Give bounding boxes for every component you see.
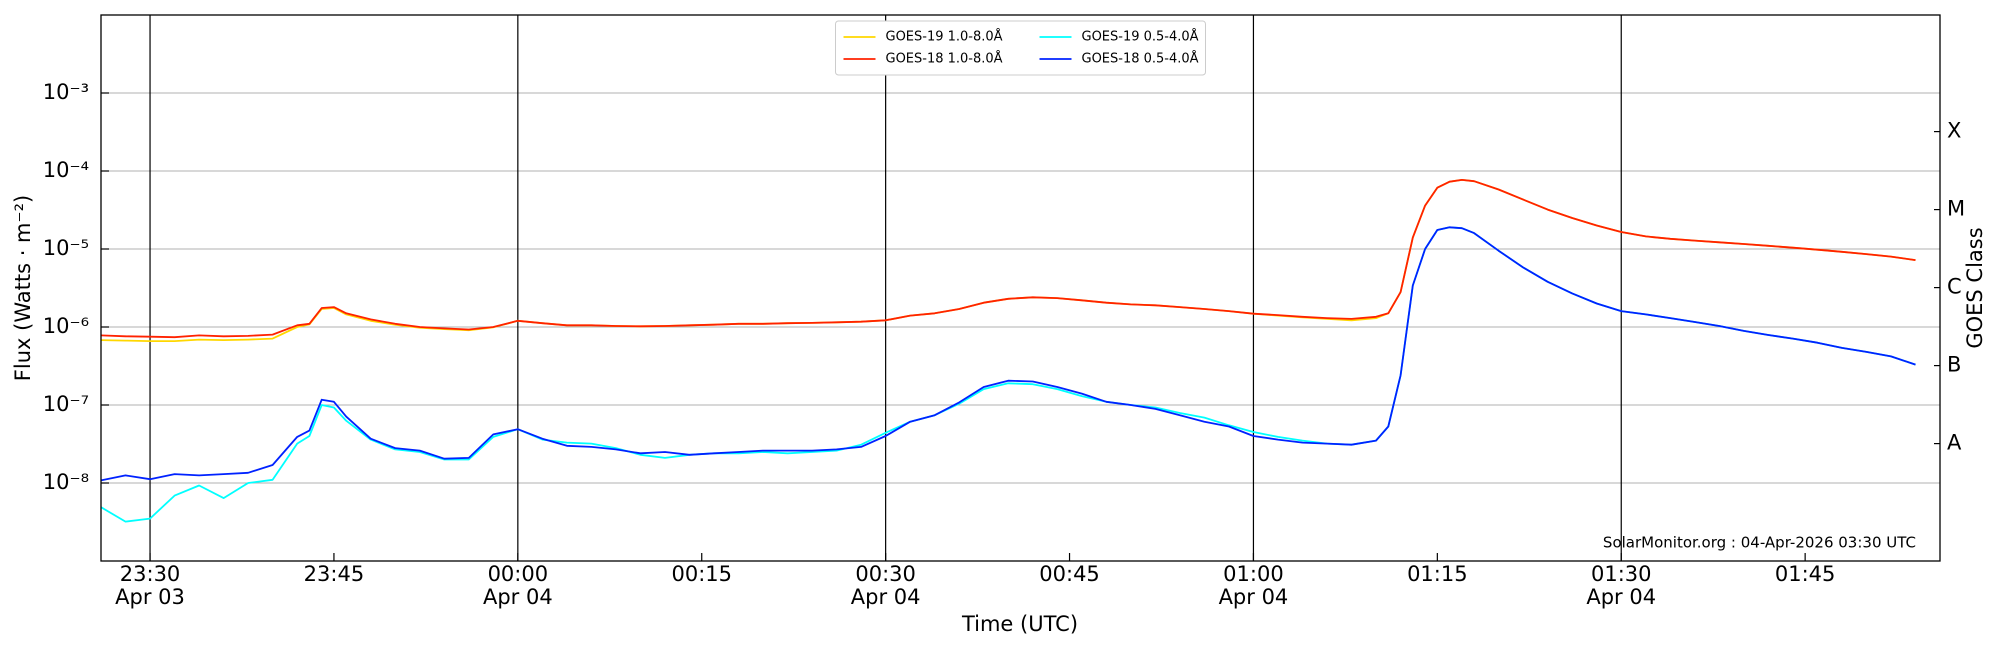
x-tick-label: 00:30 Apr 04 <box>851 562 921 609</box>
x-tick-label: 00:45 <box>1039 562 1100 586</box>
x-tick-label-line: 23:30 <box>120 562 181 586</box>
x-tick-label-line: 23:45 <box>304 562 365 586</box>
y-tick-label: 10⁻⁴ <box>43 158 89 182</box>
x-tick-label-line: Apr 04 <box>851 585 921 609</box>
series-line <box>100 179 1916 342</box>
x-axis-label: Time (UTC) <box>961 612 1078 636</box>
x-tick-label: 01:15 <box>1407 562 1468 586</box>
x-tick-label: 23:45 <box>304 562 365 586</box>
legend-label: GOES-18 0.5-4.0Å <box>1082 51 1199 67</box>
class-label: B <box>1947 353 1961 377</box>
x-tick-label-line: 00:15 <box>671 562 732 586</box>
x-tick-label: 23:30 Apr 03 <box>115 562 185 609</box>
y2-axis-label: GOES Class <box>1963 227 1987 348</box>
x-tick-label-line: 00:00 <box>488 562 549 586</box>
series-line <box>100 226 1916 523</box>
x-tick-label-line: Apr 04 <box>1219 585 1289 609</box>
class-label: A <box>1947 431 1962 455</box>
y-tick-label: 10⁻⁷ <box>43 392 89 416</box>
x-tick-label-line: Apr 04 <box>483 585 553 609</box>
x-tick-label-line: 01:00 <box>1223 562 1284 586</box>
legend-box <box>835 20 1206 76</box>
legend: GOES-19 1.0-8.0Å GOES-18 1.0-8.0Å GOES-19 … <box>835 20 1206 76</box>
x-tick-label-line: 00:30 <box>855 562 916 586</box>
x-tick-label-line: Apr 04 <box>1586 585 1656 609</box>
x-tick-label-line: Apr 03 <box>115 585 185 609</box>
y-axis-label: Flux (Watts · m⁻²) <box>11 195 35 381</box>
x-tick-label: 00:00 Apr 04 <box>483 562 553 609</box>
class-label: M <box>1947 197 1965 221</box>
y-tick-label: 10⁻³ <box>43 80 89 104</box>
x-tick-label: 01:45 <box>1775 562 1836 586</box>
y-tick-label: 10⁻⁸ <box>43 470 89 494</box>
x-tick-label: 01:30 Apr 04 <box>1586 562 1656 609</box>
series-line <box>100 179 1916 339</box>
x-tick-label-line: 01:15 <box>1407 562 1468 586</box>
plot-frame <box>100 14 1941 562</box>
x-tick-label: 00:15 <box>671 562 732 586</box>
y-tick-label: 10⁻⁵ <box>43 236 89 260</box>
x-tick-label-line: 01:30 <box>1591 562 1652 586</box>
legend-label: GOES-19 0.5-4.0Å <box>1082 29 1199 45</box>
legend-label: GOES-18 1.0-8.0Å <box>886 51 1003 67</box>
annotation: SolarMonitor.org : 04-Apr-2026 03:30 UTC <box>1603 534 1916 552</box>
class-label: C <box>1947 275 1962 299</box>
x-tick-label: 01:00 Apr 04 <box>1219 562 1289 609</box>
y-tick-label: 10⁻⁶ <box>43 314 89 338</box>
x-tick-label-line: 01:45 <box>1775 562 1836 586</box>
class-label: X <box>1947 119 1961 143</box>
series-line <box>100 226 1916 482</box>
legend-label: GOES-19 1.0-8.0Å <box>886 29 1003 45</box>
x-tick-label-line: 00:45 <box>1039 562 1100 586</box>
